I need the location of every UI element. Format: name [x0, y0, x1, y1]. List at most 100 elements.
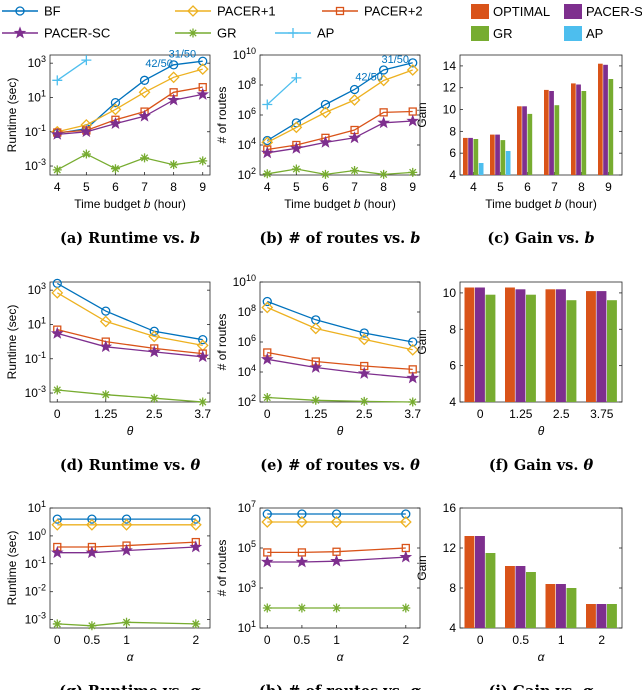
data-point-gr-d-3-shape — [198, 397, 208, 407]
y-tick-label-h-0: 101 — [238, 619, 256, 635]
x-tick-label-b-5: 9 — [409, 180, 416, 194]
data-point-pacer-1-g-0 — [51, 518, 64, 531]
caption-a-part-1: b — [190, 230, 200, 247]
series-line-ap-b — [266, 77, 297, 105]
series-gr-g — [52, 617, 201, 631]
bar-gr-i-2 — [566, 588, 577, 628]
series-line-pacer-sc-g — [57, 546, 196, 554]
data-point-pacer-1-g-0-shape — [51, 518, 64, 531]
x-tick-label-i-2: 1 — [558, 633, 565, 647]
x-axis-label-i-part-0: α — [538, 650, 546, 664]
caption-b-part-1: b — [410, 230, 420, 247]
data-point-gr-d-1-shape — [101, 390, 111, 400]
data-point-pacer-1-e-2 — [358, 333, 371, 346]
x-tick-label-b-2: 6 — [322, 180, 329, 194]
y-tick-label-c-3: 10 — [443, 103, 457, 117]
data-point-pacer-1-d-1 — [99, 315, 112, 328]
y-tick-label-c-5: 14 — [443, 59, 457, 73]
series-ap-b — [262, 72, 302, 110]
data-point-pacer-sc-a-1-shape — [80, 125, 93, 138]
legend-label-bf: BF — [44, 4, 61, 19]
series-line-pacer-sc-h — [267, 556, 406, 563]
data-point-bf-d-0-shape — [52, 278, 62, 289]
data-point-gr-g-2 — [122, 617, 132, 627]
caption-a-part-0: (a) Runtime vs. — [60, 230, 190, 247]
series-pacer-2-g — [53, 537, 200, 552]
bar-optimal-i-2 — [545, 584, 556, 628]
data-point-pacer-sc-b-0-shape — [260, 146, 274, 159]
bar-optimal-c-1 — [490, 134, 495, 175]
data-point-bf-h-1-shape — [297, 509, 307, 519]
bar-gr-c-2 — [527, 113, 533, 175]
bar-gr-c-0 — [473, 139, 479, 175]
data-point-pacer-sc-b-5-shape — [406, 114, 420, 127]
caption-g-part-1: α — [190, 683, 201, 690]
plot-frame-h — [259, 507, 421, 629]
data-point-pacer-sc-a-3 — [138, 109, 151, 122]
y-axis-label-b: # of routes — [215, 87, 229, 144]
data-point-pacer-sc-b-5 — [406, 114, 420, 127]
data-point-pacer-sc-a-0-shape — [50, 127, 64, 140]
data-point-gr-g-1 — [87, 621, 97, 631]
legend-item-gr: GR — [175, 26, 237, 41]
data-point-gr-e-0-shape — [262, 392, 272, 402]
data-point-pacer-1-a-2 — [109, 103, 122, 116]
data-point-bf-a-2 — [110, 97, 121, 108]
y-tick-label-e-1: 104 — [238, 363, 256, 379]
x-tick-label-c-5: 9 — [605, 180, 612, 194]
data-point-gr-b-2-shape — [320, 169, 330, 179]
data-point-pacer-sc-h-2 — [330, 554, 343, 567]
x-tick-label-a-4: 8 — [170, 180, 177, 194]
y-tick-label-h-2-base: 10 — [238, 541, 252, 555]
y-tick-label-e-4-exponent: 10 — [246, 273, 256, 283]
legend-label-ap: AP — [317, 26, 334, 41]
y-tick-label-h-1-base: 10 — [238, 581, 252, 595]
x-axis-label-i: α — [538, 650, 546, 664]
x-axis-label-h-part-0: α — [337, 650, 345, 664]
y-tick-label-a-3-exponent: 3 — [41, 54, 46, 64]
y-tick-label-g-2-exponent: -1 — [38, 555, 46, 565]
x-tick-label-f-1: 1.25 — [509, 407, 533, 421]
data-point-pacer-1-a-2-shape — [109, 103, 122, 116]
x-axis-label-d: θ — [127, 424, 134, 438]
x-tick-label-g-0: 0 — [54, 633, 61, 647]
legend-swatch-pacer-sc — [564, 4, 582, 19]
y-tick-label-e-4-base: 10 — [233, 275, 247, 289]
series-pacer-2-e — [263, 348, 417, 374]
data-point-pacer-1-d-2-shape — [148, 330, 161, 343]
data-point-bf-b-3-shape — [349, 84, 360, 95]
data-point-gr-h-3 — [401, 603, 411, 613]
y-tick-label-f-0: 4 — [449, 395, 456, 409]
series-pacer-1-d — [51, 286, 209, 352]
y-tick-label-c-0: 4 — [449, 168, 456, 182]
data-point-gr-b-0 — [262, 169, 272, 179]
caption-h: (h) # of routes vs. α — [259, 683, 421, 690]
caption-f-part-1: θ — [583, 457, 593, 474]
data-point-bf-d-1 — [101, 306, 111, 316]
caption-c-part-0: (c) Gain vs. — [487, 230, 584, 247]
data-point-bf-b-5-shape — [408, 58, 418, 68]
y-tick-label-g-3-base: 10 — [28, 529, 42, 543]
y-tick-label-i-2: 12 — [443, 541, 457, 555]
y-tick-label-g-4: 101 — [28, 499, 46, 515]
series-pacer-sc-b — [260, 114, 420, 159]
y-tick-label-d-1-exponent: -1 — [38, 350, 46, 360]
y-tick-label-a-0: 10-3 — [25, 157, 46, 173]
bar-optimal-f-2 — [545, 289, 556, 402]
data-point-pacer-sc-a-5-shape — [196, 87, 210, 100]
y-tick-label-h-2: 105 — [238, 539, 256, 555]
data-point-pacer-1-d-2 — [148, 330, 161, 343]
data-point-pacer-sc-h-3 — [399, 550, 413, 563]
series-bf-h — [262, 509, 411, 519]
data-point-bf-a-3-shape — [139, 75, 150, 85]
y-axis-label-d: Runtime (sec) — [5, 305, 19, 380]
bar-gr-f-1 — [526, 294, 536, 402]
data-point-pacer-1-h-1 — [295, 516, 308, 528]
data-point-ap-b-1-shape — [291, 72, 302, 83]
x-tick-label-d-1: 1.25 — [94, 407, 118, 421]
series-line-pacer-sc-d — [57, 332, 203, 358]
data-point-bf-e-3-shape — [408, 337, 418, 347]
